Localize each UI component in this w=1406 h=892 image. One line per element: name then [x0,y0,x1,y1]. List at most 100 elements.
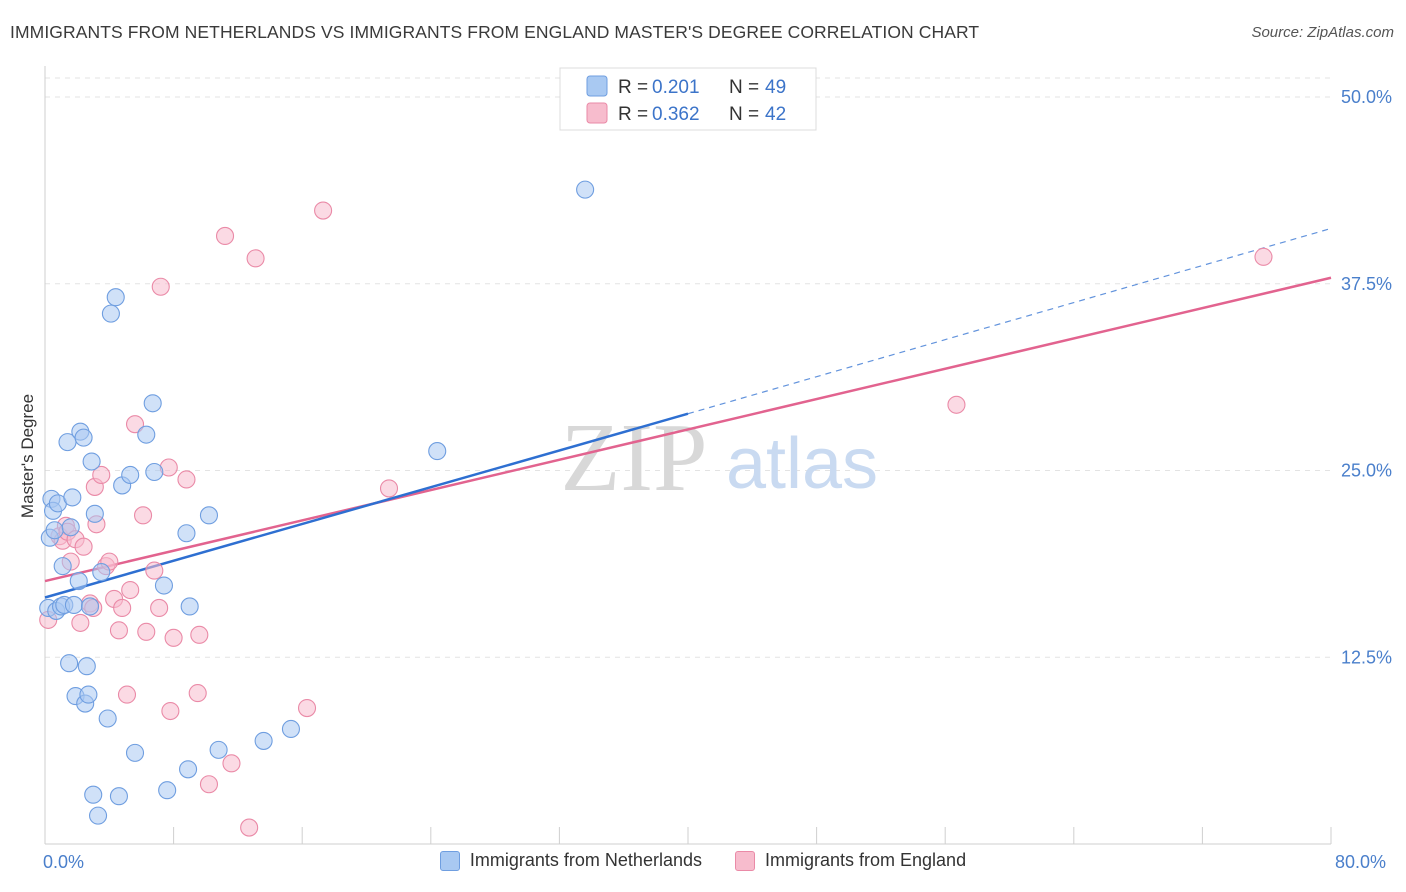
point-netherlands [64,595,83,615]
data-points [39,180,1273,837]
watermark: ZIP atlas [561,404,879,512]
point-england [151,277,170,296]
point-england [947,395,966,414]
point-england [125,415,145,434]
point-netherlands [179,760,198,779]
legend-n-value-2: 42 [765,104,786,125]
legend-label-england: Immigrants from England [765,850,967,870]
point-england [92,465,111,485]
trend-line-netherlands-extension [687,227,1332,415]
watermark-zip: ZIP [561,404,708,512]
point-england [190,625,209,644]
point-england [222,754,241,773]
point-england [314,201,333,220]
point-netherlands [74,428,93,447]
legend-r-label-2: R = [618,104,648,125]
y-axis-label: Master's Degree [18,394,37,518]
gridlines [45,77,1331,658]
point-netherlands [177,524,196,543]
point-netherlands [209,740,228,759]
point-england [177,470,196,489]
chart-title: IMMIGRANTS FROM NETHERLANDS VS IMMIGRANT… [10,22,980,42]
point-england [74,537,93,556]
y-tick-label: 37.5% [1341,274,1392,294]
y-tick-labels: 12.5% 25.0% 37.5% 50.0% [1341,87,1392,667]
point-netherlands [143,394,162,413]
point-netherlands [60,654,79,673]
point-england [297,698,317,718]
point-england [215,226,235,245]
y-tick-label: 25.0% [1341,461,1392,481]
point-netherlands [106,288,125,307]
legend-r-label-1: R = [618,77,648,98]
x-tick-label-max: 80.0% [1335,852,1387,872]
axes [44,66,1332,845]
point-netherlands [98,709,117,728]
point-netherlands [154,576,174,595]
point-england [150,598,169,617]
point-england [379,479,399,498]
point-netherlands [53,557,72,576]
source-label: Source: ZipAtlas.com [1251,24,1394,41]
point-england [109,621,128,640]
point-england [1254,247,1273,266]
point-netherlands [281,719,300,739]
point-netherlands [576,180,595,199]
point-england [246,249,265,268]
point-netherlands [199,506,219,525]
y-tick-label: 12.5% [1341,647,1392,667]
legend-swatch-england [586,102,608,124]
point-england [240,818,259,837]
point-netherlands [84,785,103,804]
point-england [137,622,156,641]
point-england [117,685,137,704]
point-netherlands [92,563,111,582]
point-england [121,580,140,600]
trend-line-england [44,276,1332,583]
legend-label-netherlands: Immigrants from Netherlands [469,850,702,870]
point-netherlands [88,806,108,825]
point-england [199,775,219,794]
point-england [164,628,183,647]
point-netherlands [85,504,104,523]
point-england [113,598,132,617]
point-netherlands [61,518,80,537]
point-netherlands [121,465,140,485]
point-netherlands [158,781,177,800]
point-netherlands [180,597,199,616]
point-england [71,613,90,632]
point-netherlands [79,685,98,704]
x-tick-label-min: 0.0% [43,852,85,872]
point-netherlands [254,731,273,750]
point-netherlands [137,425,156,444]
point-england [161,701,180,721]
point-netherlands [109,787,128,806]
point-england [134,506,153,525]
legend-n-label-1: N = [729,77,759,98]
point-netherlands [145,462,164,482]
point-netherlands [45,521,64,540]
legend-r-value-2: 0.362 [652,104,700,125]
legend-r-value-1: 0.201 [652,77,700,98]
legend-n-value-1: 49 [765,77,786,98]
point-netherlands [80,597,100,616]
point-england [145,561,164,580]
point-netherlands [125,743,145,762]
point-england [188,684,207,703]
legend-bottom: Immigrants from Netherlands Immigrants f… [0,850,1406,876]
point-netherlands [69,572,88,591]
legend-swatch-pink [735,850,755,871]
y-tick-label: 50.0% [1341,87,1392,107]
point-netherlands [77,657,96,676]
legend-top: R = 0.201 N = 49 R = 0.362 N = 42 [559,67,817,131]
legend-n-label-2: N = [729,104,759,125]
point-netherlands [428,442,447,461]
point-netherlands [82,452,101,471]
legend-item-netherlands[interactable]: Immigrants from Netherlands [439,850,702,871]
legend-item-england[interactable]: Immigrants from England [735,850,966,871]
watermark-atlas: atlas [726,424,878,504]
point-netherlands [101,304,120,323]
legend-swatch-blue [439,850,460,871]
point-netherlands [63,488,82,507]
